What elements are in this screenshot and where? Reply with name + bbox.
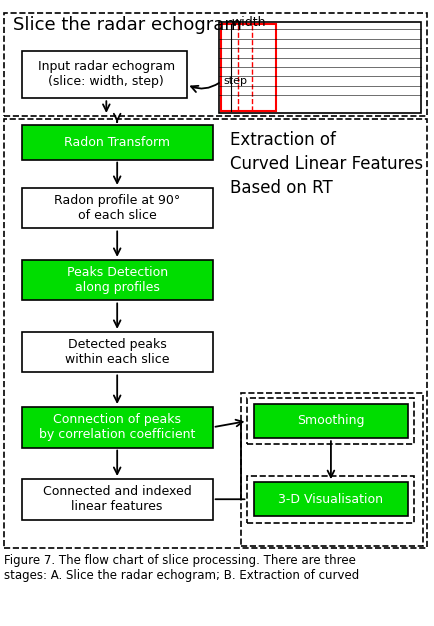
Text: Figure 7. The flow chart of slice processing. There are three
stages: A. Slice t: Figure 7. The flow chart of slice proces…	[4, 554, 360, 582]
Text: Radon Transform: Radon Transform	[64, 136, 170, 149]
Bar	[22, 479, 213, 520]
Text: width: width	[231, 16, 266, 29]
Bar	[219, 22, 421, 113]
Bar	[254, 404, 408, 438]
Bar	[221, 24, 276, 111]
Bar	[254, 482, 408, 516]
Text: Connection of peaks
by correlation coefficient: Connection of peaks by correlation coeff…	[39, 413, 195, 441]
Bar	[247, 398, 414, 444]
Text: Detected peaks
within each slice: Detected peaks within each slice	[65, 338, 169, 366]
Bar	[22, 188, 213, 228]
Bar	[4, 13, 427, 116]
Text: 3-D Visualisation: 3-D Visualisation	[279, 493, 383, 506]
Text: Peaks Detection
along profiles: Peaks Detection along profiles	[66, 266, 168, 294]
Text: Slice the radar echogram: Slice the radar echogram	[13, 16, 242, 34]
Text: Smoothing: Smoothing	[297, 414, 365, 428]
Text: step: step	[224, 76, 247, 86]
Text: Radon profile at 90°
of each slice: Radon profile at 90° of each slice	[54, 194, 180, 222]
Bar	[22, 407, 213, 448]
Text: Connected and indexed
linear features: Connected and indexed linear features	[43, 485, 191, 513]
Bar	[241, 393, 423, 546]
Bar	[22, 51, 187, 98]
Bar	[247, 476, 414, 523]
Bar	[22, 125, 213, 160]
Bar	[4, 119, 427, 548]
Text: Extraction of
Curved Linear Features
Based on RT: Extraction of Curved Linear Features Bas…	[230, 131, 423, 197]
Text: Input radar echogram
(slice: width, step): Input radar echogram (slice: width, step…	[38, 60, 175, 88]
Bar	[22, 332, 213, 372]
Bar	[22, 260, 213, 300]
